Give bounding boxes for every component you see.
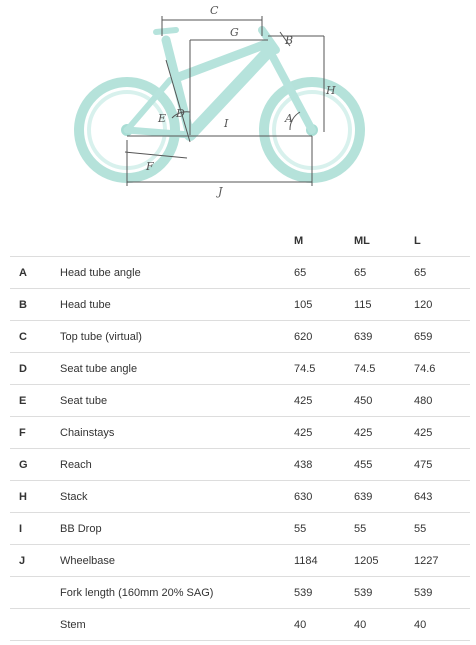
row-value-m: 65 (294, 256, 354, 289)
row-letter: B (10, 288, 60, 321)
table-row: Stem 40 40 40 (10, 608, 470, 641)
geometry-table: M ML L A Head tube angle 65 65 65 B Head… (10, 226, 470, 641)
dimension-label-j: J (216, 185, 223, 198)
row-value-ml: 639 (354, 320, 414, 353)
row-value-m: 620 (294, 320, 354, 353)
header-size-m: M (294, 226, 354, 257)
row-value-m: 539 (294, 576, 354, 609)
row-value-l: 120 (414, 288, 470, 321)
bike-geometry-diagram: C G B H A D E I F J (0, 0, 476, 215)
dimension-label-e: E (157, 112, 166, 125)
dimension-lines (124, 16, 325, 186)
row-value-ml: 74.5 (354, 352, 414, 385)
dimension-label-a: A (284, 112, 293, 125)
row-value-l: 425 (414, 416, 470, 449)
table-row: A Head tube angle 65 65 65 (10, 256, 470, 289)
row-value-l: 659 (414, 320, 470, 353)
row-value-l: 65 (414, 256, 470, 289)
table-row: B Head tube 105 115 120 (10, 288, 470, 321)
row-letter: G (10, 448, 60, 481)
row-value-l: 475 (414, 448, 470, 481)
header-letter (10, 226, 60, 257)
row-value-ml: 40 (354, 608, 414, 641)
row-value-l: 74.6 (414, 352, 470, 385)
row-label: Stem (60, 608, 294, 641)
row-label: Reach (60, 448, 294, 481)
table-row: Fork length (160mm 20% SAG) 539 539 539 (10, 576, 470, 609)
row-letter: I (10, 512, 60, 545)
table-row: E Seat tube 425 450 480 (10, 384, 470, 417)
dimension-label-h: H (325, 84, 336, 97)
row-value-l: 539 (414, 576, 470, 609)
row-label: Wheelbase (60, 544, 294, 577)
table-row: D Seat tube angle 74.5 74.5 74.6 (10, 352, 470, 385)
table-row: C Top tube (virtual) 620 639 659 (10, 320, 470, 353)
header-size-ml: ML (354, 226, 414, 257)
row-letter: D (10, 352, 60, 385)
row-value-m: 55 (294, 512, 354, 545)
row-letter (10, 576, 60, 609)
row-value-m: 630 (294, 480, 354, 513)
header-size-l: L (414, 226, 470, 257)
table-row: F Chainstays 425 425 425 (10, 416, 470, 449)
row-value-m: 425 (294, 416, 354, 449)
row-label: Head tube (60, 288, 294, 321)
row-value-ml: 450 (354, 384, 414, 417)
table-row: J Wheelbase 1184 1205 1227 (10, 544, 470, 577)
row-value-l: 55 (414, 512, 470, 545)
row-value-ml: 1205 (354, 544, 414, 577)
row-letter: J (10, 544, 60, 577)
row-label: Seat tube angle (60, 352, 294, 385)
row-letter: F (10, 416, 60, 449)
row-value-ml: 639 (354, 480, 414, 513)
dimension-label-g: G (230, 26, 239, 39)
bike-geometry-svg: C G B H A D E I F J (74, 4, 365, 198)
table-row: I BB Drop 55 55 55 (10, 512, 470, 545)
row-value-m: 425 (294, 384, 354, 417)
table-header-row: M ML L (10, 226, 470, 257)
row-label: Seat tube (60, 384, 294, 417)
row-letter: E (10, 384, 60, 417)
row-value-l: 643 (414, 480, 470, 513)
dimension-label-f: F (145, 160, 154, 173)
row-value-ml: 539 (354, 576, 414, 609)
row-value-l: 480 (414, 384, 470, 417)
row-label: BB Drop (60, 512, 294, 545)
dimension-label-d: D (175, 107, 185, 120)
row-letter: H (10, 480, 60, 513)
row-letter (10, 608, 60, 641)
row-value-m: 105 (294, 288, 354, 321)
row-label: Stack (60, 480, 294, 513)
dimension-label-i: I (223, 117, 229, 130)
row-value-m: 1184 (294, 544, 354, 577)
bike-frame (123, 26, 316, 141)
row-value-m: 74.5 (294, 352, 354, 385)
row-label: Chainstays (60, 416, 294, 449)
row-value-m: 40 (294, 608, 354, 641)
row-value-m: 438 (294, 448, 354, 481)
row-value-ml: 425 (354, 416, 414, 449)
row-letter: A (10, 256, 60, 289)
table-row: G Reach 438 455 475 (10, 448, 470, 481)
row-value-ml: 115 (354, 288, 414, 321)
dimension-label-c: C (210, 4, 219, 17)
row-value-ml: 455 (354, 448, 414, 481)
row-value-ml: 55 (354, 512, 414, 545)
row-value-l: 1227 (414, 544, 470, 577)
row-label: Head tube angle (60, 256, 294, 289)
row-letter: C (10, 320, 60, 353)
row-value-ml: 65 (354, 256, 414, 289)
row-value-l: 40 (414, 608, 470, 641)
header-label (60, 226, 294, 257)
row-label: Top tube (virtual) (60, 320, 294, 353)
dimension-label-b: B (284, 34, 293, 47)
table-row: H Stack 630 639 643 (10, 480, 470, 513)
row-label: Fork length (160mm 20% SAG) (60, 576, 294, 609)
